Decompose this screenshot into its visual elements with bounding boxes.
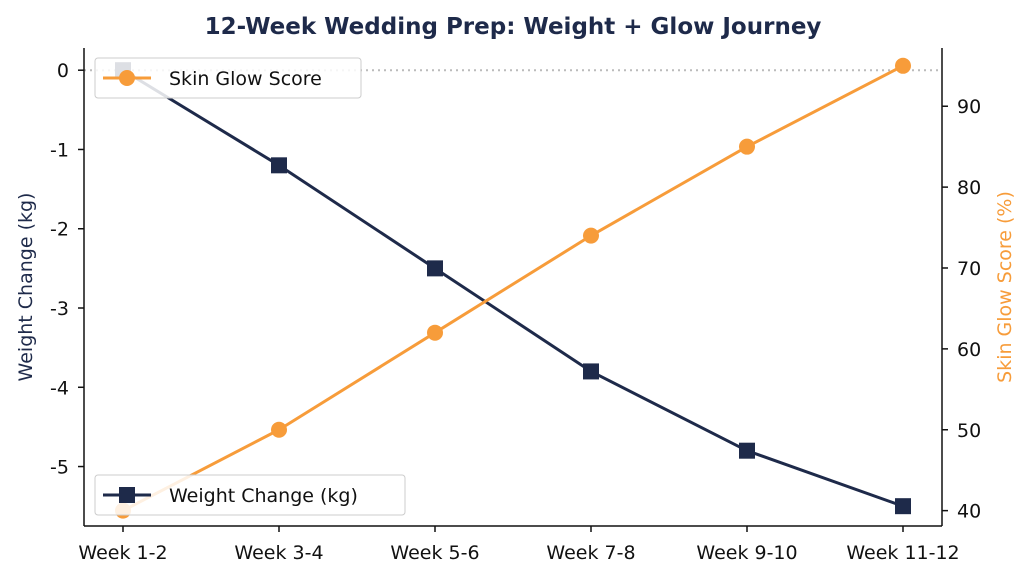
left-tick-label: -4 [50,377,69,399]
right-tick-label: 70 [957,258,981,280]
right-tick-label: 90 [957,96,981,118]
left-tick-label: 0 [57,60,69,82]
x-tick-label: Week 3-4 [234,542,323,564]
data-point-glow [583,227,599,244]
right-axis-label: Skin Glow Score (%) [994,191,1016,383]
data-point-glow [427,324,443,341]
left-tick-label: -5 [50,457,69,479]
legend-glow-marker-swatch [119,70,135,86]
data-point-weight [739,442,755,459]
left-axis-ticks: 0 -1 -2 -3 -4 -5 [50,60,84,479]
legend-weight-label: Weight Change (kg) [169,485,358,507]
data-point-glow [739,138,755,155]
x-tick-label: Week 1-2 [78,542,167,564]
right-tick-label: 80 [957,177,981,199]
left-tick-label: -1 [50,139,69,161]
right-axis-ticks: 40 50 60 70 80 90 [942,96,981,523]
left-tick-label: -3 [50,298,69,320]
right-tick-label: 60 [957,339,981,361]
series-line-glow [122,64,904,512]
legend-glow-label: Skin Glow Score [169,68,322,90]
x-tick-label: Week 7-8 [546,542,635,564]
x-axis-ticks: Week 1-2 Week 3-4 Week 5-6 Week 7-8 Week 9-1… [78,526,960,564]
x-tick-label: Week 11-12 [846,542,959,564]
data-point-glow [271,421,287,438]
legend-glow-box [94,57,362,99]
chart-title: 12-Week Wedding Prep: Weight + Glow Jour… [205,14,822,40]
legend-weight: Weight Change (kg) [94,474,406,516]
legend-weight-marker-swatch [119,487,135,503]
series-layer [115,57,911,519]
data-point-weight [427,260,443,277]
left-tick-label: -2 [50,219,69,241]
right-tick-label: 50 [957,420,981,442]
data-point-weight [583,363,599,380]
data-point-weight [271,157,287,174]
legend-weight-box [94,474,406,516]
x-tick-label: Week 5-6 [390,542,479,564]
right-tick-label: 40 [957,501,981,523]
x-tick-label: Week 9-10 [696,542,797,564]
data-point-glow [895,57,911,74]
left-axis-label: Weight Change (kg) [15,193,37,382]
series-line-weight [122,68,904,508]
data-point-weight [895,498,911,515]
legend-glow: Skin Glow Score [94,57,362,99]
